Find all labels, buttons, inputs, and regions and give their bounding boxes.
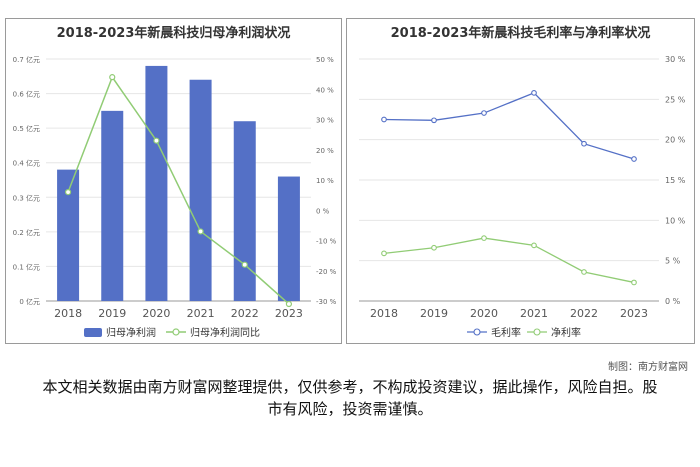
- point-yoy-growth: [241, 261, 248, 268]
- y-right-tick-label: -30 %: [316, 298, 337, 306]
- line-gross-margin: [383, 92, 635, 160]
- y-left-tick-label: 0.7 亿元: [13, 55, 40, 64]
- legend-swatch-bar: [84, 328, 102, 337]
- legend-label: 归母净利润: [106, 326, 156, 339]
- x-tick-label: 2019: [420, 307, 448, 320]
- y-left-tick-label: 0.3 亿元: [13, 193, 40, 202]
- chart-credit: 制图：南方财富网: [608, 362, 688, 373]
- margin-chart-panel: 2018-2023年新晨科技毛利率与净利率状况 0 % 5 % 10 % 15 % 20…: [346, 18, 695, 344]
- point-yoy-growth: [64, 189, 72, 196]
- y-right-tick-label: 10 %: [316, 177, 334, 185]
- bar-net-profit: [101, 110, 124, 301]
- x-tick-label: 2020: [142, 307, 170, 320]
- net-profit-chart: 0 亿元 0.1 亿元 0.2 亿元 0.3 亿元 0.4 亿元 0.5 亿元 0.6 亿元…: [13, 55, 337, 339]
- legend-marker: [473, 328, 481, 336]
- point-net-margin: [381, 250, 387, 257]
- margin-chart: 0 % 5 % 10 % 15 % 20 % 25 % 30 % 2018 2019 2020 20…: [359, 55, 686, 339]
- y-right-tick-label: 30 %: [316, 117, 334, 125]
- y-right-tick-label: 0 %: [316, 207, 330, 215]
- y-left-tick-label: 0.5 亿元: [13, 124, 40, 133]
- x-tick-label: 2023: [620, 307, 648, 320]
- point-gross-margin: [481, 110, 487, 116]
- point-net-margin: [531, 242, 537, 249]
- y-right-tick-label: 10 %: [665, 216, 686, 225]
- x-tick-label: 2018: [54, 307, 82, 320]
- point-gross-margin: [381, 116, 387, 123]
- x-tick-label: 2022: [231, 307, 259, 320]
- legend-marker: [533, 328, 541, 336]
- y-right-tick-label: 20 %: [665, 136, 686, 145]
- point-yoy-growth: [197, 228, 204, 235]
- x-tick-label: 2022: [570, 307, 598, 320]
- chart-title: 2018-2023年新晨科技毛利率与净利率状况: [390, 26, 651, 41]
- legend-marker: [172, 328, 180, 336]
- point-yoy-growth: [153, 137, 160, 144]
- x-tick-label: 2023: [275, 307, 303, 320]
- point-gross-margin: [531, 90, 537, 96]
- y-right-tick-label: 15 %: [665, 176, 686, 185]
- y-right-tick-label: 20 %: [316, 147, 334, 155]
- y-left-tick-label: 0.2 亿元: [13, 228, 40, 237]
- x-tick-label: 2021: [520, 307, 548, 320]
- legend-label: 归母净利润同比: [190, 326, 260, 339]
- point-net-margin: [431, 244, 437, 251]
- y-left-tick-label: 0.1 亿元: [13, 262, 40, 271]
- point-gross-margin: [581, 140, 587, 147]
- bar-net-profit: [145, 65, 168, 301]
- point-net-margin: [581, 269, 587, 275]
- bar-net-profit: [57, 169, 80, 301]
- point-net-margin: [481, 235, 487, 241]
- y-left-tick-label: 0.6 亿元: [13, 90, 40, 99]
- y-right-tick-label: -20 %: [316, 268, 337, 276]
- bar-net-profit: [233, 121, 256, 301]
- point-gross-margin: [431, 117, 437, 124]
- point-gross-margin: [631, 156, 637, 162]
- point-net-margin: [631, 279, 637, 286]
- y-right-tick-label: 25 %: [665, 95, 686, 104]
- bar-net-profit: [277, 176, 300, 301]
- y-left-tick-label: 0.4 亿元: [13, 159, 40, 168]
- y-right-tick-label: 0 %: [665, 297, 681, 306]
- y-left-tick-label: 0 亿元: [19, 297, 40, 306]
- legend-label: 净利率: [551, 326, 581, 339]
- x-tick-label: 2019: [98, 307, 126, 320]
- bar-net-profit: [189, 79, 212, 301]
- line-yoy-growth: [67, 75, 290, 305]
- point-yoy-growth: [109, 74, 116, 81]
- legend-label: 毛利率: [491, 326, 521, 339]
- point-yoy-growth: [285, 300, 293, 308]
- y-right-tick-label: 30 %: [665, 55, 686, 64]
- x-tick-label: 2020: [470, 307, 498, 320]
- y-right-tick-label: -10 %: [316, 238, 337, 246]
- y-right-tick-label: 50 %: [316, 56, 334, 64]
- chart-title: 2018-2023年新晨科技归母净利润状况: [56, 26, 291, 41]
- line-net-margin: [383, 237, 635, 284]
- y-right-tick-label: 40 %: [316, 86, 334, 94]
- y-right-tick-label: 5 %: [665, 257, 681, 266]
- x-tick-label: 2021: [187, 307, 215, 320]
- disclaimer-text: 本文相关数据由南方财富网整理提供，仅供参考，不构成投资建议，据此操作，风险自担。…: [42, 378, 658, 418]
- net-profit-chart-panel: 2018-2023年新晨科技归母净利润状况 0 亿元 0.1 亿元 0.2 亿元 0.…: [5, 18, 342, 344]
- x-tick-label: 2018: [370, 307, 398, 320]
